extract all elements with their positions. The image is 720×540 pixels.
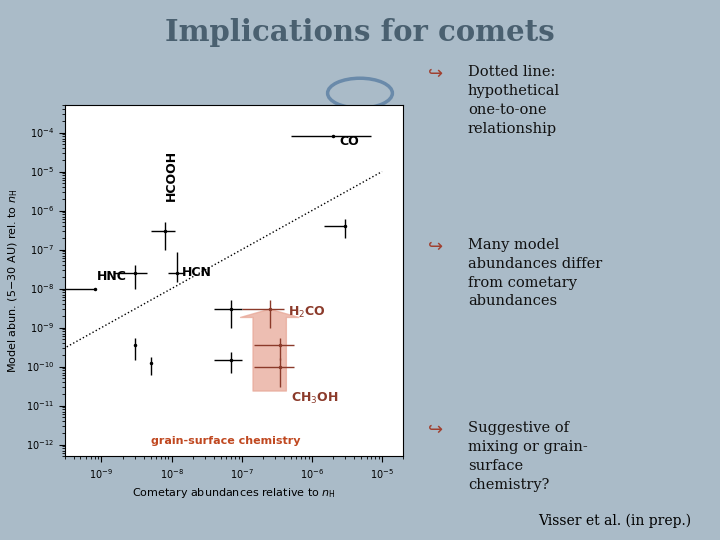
Text: ↪: ↪ <box>428 421 444 439</box>
Text: ↪: ↪ <box>428 238 444 255</box>
Text: H$_2$CO: H$_2$CO <box>287 305 325 320</box>
Text: grain-surface chemistry: grain-surface chemistry <box>150 436 300 447</box>
Text: Suggestive of
mixing or grain-
surface
chemistry?: Suggestive of mixing or grain- surface c… <box>468 421 588 492</box>
Text: HCOOH: HCOOH <box>165 150 178 200</box>
Text: HCN: HCN <box>182 266 212 279</box>
X-axis label: Cometary abundances relative to $n_{\rm H}$: Cometary abundances relative to $n_{\rm … <box>132 486 336 500</box>
Text: Implications for comets: Implications for comets <box>165 18 555 48</box>
Text: ↪: ↪ <box>428 65 444 83</box>
Text: HNC: HNC <box>96 270 127 283</box>
Text: Visser et al. (in prep.): Visser et al. (in prep.) <box>538 514 691 528</box>
Y-axis label: Model abun. (5−30 AU) rel. to $n_{\rm H}$: Model abun. (5−30 AU) rel. to $n_{\rm H}… <box>6 188 20 373</box>
Text: Many model
abundances differ
from cometary
abundances: Many model abundances differ from cometa… <box>468 238 602 308</box>
Text: CO: CO <box>340 134 359 148</box>
Text: Dotted line:
hypothetical
one-to-one
relationship: Dotted line: hypothetical one-to-one rel… <box>468 65 560 136</box>
Text: CH$_3$OH: CH$_3$OH <box>291 391 338 406</box>
